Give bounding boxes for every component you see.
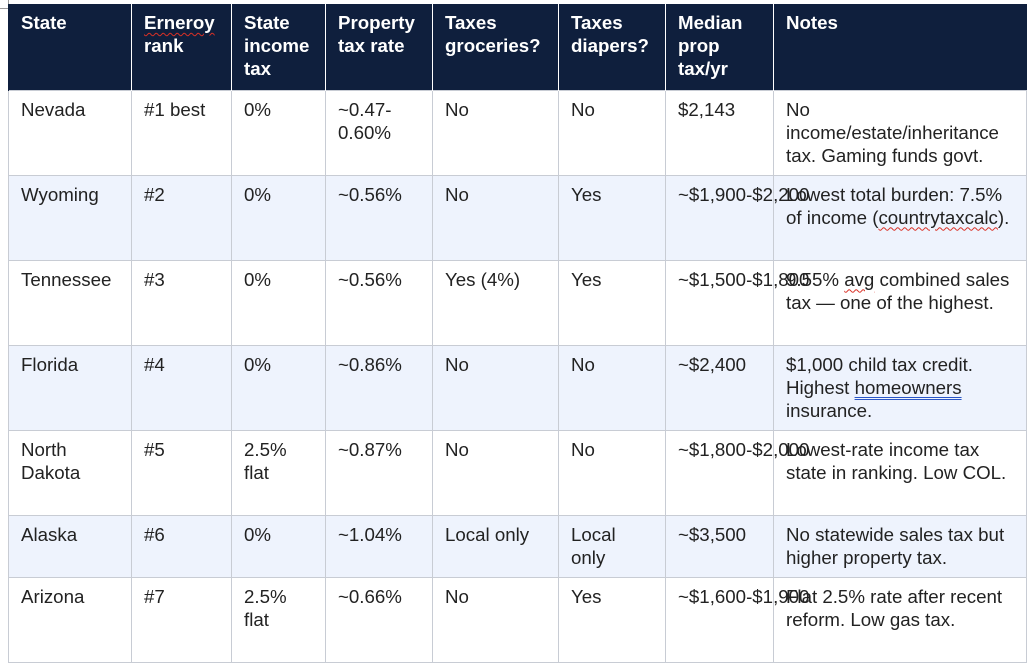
header-rank-suffix: rank [144,35,184,56]
cell-rank[interactable]: #3 [131,259,232,346]
table-row-arizona: Arizona #7 2.5% flat ~0.66% No Yes ~$1,6… [8,576,1027,663]
cell-state[interactable]: Alaska [8,514,132,578]
cell-diapers[interactable]: Yes [558,259,666,346]
cell-rank[interactable]: #2 [131,174,232,261]
header-notes[interactable]: Notes [773,4,1027,90]
cell-rank[interactable]: #5 [131,429,232,516]
cell-income-tax[interactable]: 0% [231,514,326,578]
notes-flagged-word: avg [844,268,875,290]
table-header-row: State Erneroy rank State income tax Prop… [8,4,1027,90]
header-state[interactable]: State [8,4,132,90]
cell-income-tax[interactable]: 2.5% flat [231,429,326,516]
cell-groceries[interactable]: Local only [432,514,559,578]
cell-rank[interactable]: #6 [131,514,232,578]
cell-rank[interactable]: #7 [131,576,232,663]
cell-property-tax-rate[interactable]: ~0.47-0.60% [325,89,433,176]
cell-income-tax[interactable]: 0% [231,259,326,346]
cell-property-tax-rate[interactable]: ~1.04% [325,514,433,578]
cell-median-prop-tax[interactable]: ~$1,600-$1,900 [665,576,809,663]
cell-state[interactable]: Tennessee [8,259,132,346]
cell-state[interactable]: Arizona [8,576,132,663]
cell-rank[interactable]: #1 best [131,89,232,176]
cell-income-tax[interactable]: 0% [231,344,326,431]
header-taxes-groceries[interactable]: Taxes groceries? [432,4,559,90]
cell-groceries[interactable]: No [432,429,559,516]
notes-flagged-word: homeowners [854,376,962,398]
cell-diapers[interactable]: Local only [558,514,666,578]
cell-property-tax-rate[interactable]: ~0.86% [325,344,433,431]
header-property-tax-rate[interactable]: Property tax rate [325,4,433,90]
cell-groceries[interactable]: No [432,89,559,176]
header-rank[interactable]: Erneroy rank [131,4,232,90]
table-row-nevada: Nevada #1 best 0% ~0.47-0.60% No No $2,1… [8,89,1027,176]
cell-groceries[interactable]: No [432,576,559,663]
cell-median-prop-tax[interactable]: ~$1,500-$1,800 [665,259,809,346]
header-median-prop-tax[interactable]: Median prop tax/yr [665,4,774,90]
header-taxes-diapers[interactable]: Taxes diapers? [558,4,666,90]
notes-text: combined sales tax — one of the highest. [786,268,1010,313]
cell-median-prop-tax[interactable]: ~$1,800-$2,000 [665,429,809,516]
notes-text: $1,000 child tax credit. Highest [786,353,973,398]
cell-median-prop-tax[interactable]: ~$2,400 [665,344,774,431]
header-income-tax[interactable]: State income tax [231,4,326,90]
cell-diapers[interactable]: No [558,344,666,431]
notes-text: Lowest total burden: 7.5% of income ( [786,183,1003,228]
cell-rank[interactable]: #4 [131,344,232,431]
cell-income-tax[interactable]: 2.5% flat [231,576,326,663]
table-row-florida: Florida #4 0% ~0.86% No No ~$2,400 $1,00… [8,344,1027,431]
cell-state[interactable]: Nevada [8,89,132,176]
cell-property-tax-rate[interactable]: ~0.66% [325,576,433,663]
cell-diapers[interactable]: No [558,89,666,176]
cell-property-tax-rate[interactable]: ~0.56% [325,259,433,346]
cell-income-tax[interactable]: 0% [231,174,326,261]
cell-property-tax-rate[interactable]: ~0.87% [325,429,433,516]
cell-notes[interactable]: No income/estate/inheritance tax. Gaming… [773,89,1027,176]
cell-groceries[interactable]: No [432,344,559,431]
cell-median-prop-tax[interactable]: ~$3,500 [665,514,774,578]
cell-diapers[interactable]: Yes [558,174,666,261]
notes-flagged-word: countrytaxcalc [878,206,998,228]
cell-diapers[interactable]: No [558,429,666,516]
header-rank-word: Erneroy [144,12,215,33]
cell-notes[interactable]: Lowest total burden: 7.5% of income (cou… [773,174,1027,261]
notes-text: ). [997,206,1010,228]
cell-notes[interactable]: Flat 2.5% rate after recent reform. Low … [773,576,1027,663]
state-tax-comparison-table: State Erneroy rank State income tax Prop… [8,4,1027,663]
cell-groceries[interactable]: Yes (4%) [432,259,559,346]
table-row-wyoming: Wyoming #2 0% ~0.56% No Yes ~$1,900-$2,2… [8,174,1027,261]
cell-state[interactable]: North Dakota [8,429,132,516]
cell-income-tax[interactable]: 0% [231,89,326,176]
notes-text: insurance. [786,399,873,421]
cell-notes[interactable]: 9.55% avg combined sales tax — one of th… [773,259,1027,346]
cell-state[interactable]: Wyoming [8,174,132,261]
cell-median-prop-tax[interactable]: $2,143 [665,89,774,176]
table-row-tennessee: Tennessee #3 0% ~0.56% Yes (4%) Yes ~$1,… [8,259,1027,346]
cell-property-tax-rate[interactable]: ~0.56% [325,174,433,261]
cell-state[interactable]: Florida [8,344,132,431]
cell-median-prop-tax[interactable]: ~$1,900-$2,200 [665,174,809,261]
table-row-north-dakota: North Dakota #5 2.5% flat ~0.87% No No ~… [8,429,1027,516]
notes-text: 9.55% [786,268,845,290]
table-row-alaska: Alaska #6 0% ~1.04% Local only Local onl… [8,514,1027,578]
cell-diapers[interactable]: Yes [558,576,666,663]
cell-notes[interactable]: No statewide sales tax but higher proper… [773,514,1027,578]
cell-groceries[interactable]: No [432,174,559,261]
cell-notes[interactable]: $1,000 child tax credit. Highest homeown… [773,344,1027,431]
cell-notes[interactable]: Lowest-rate income tax state in ranking.… [773,429,1027,516]
